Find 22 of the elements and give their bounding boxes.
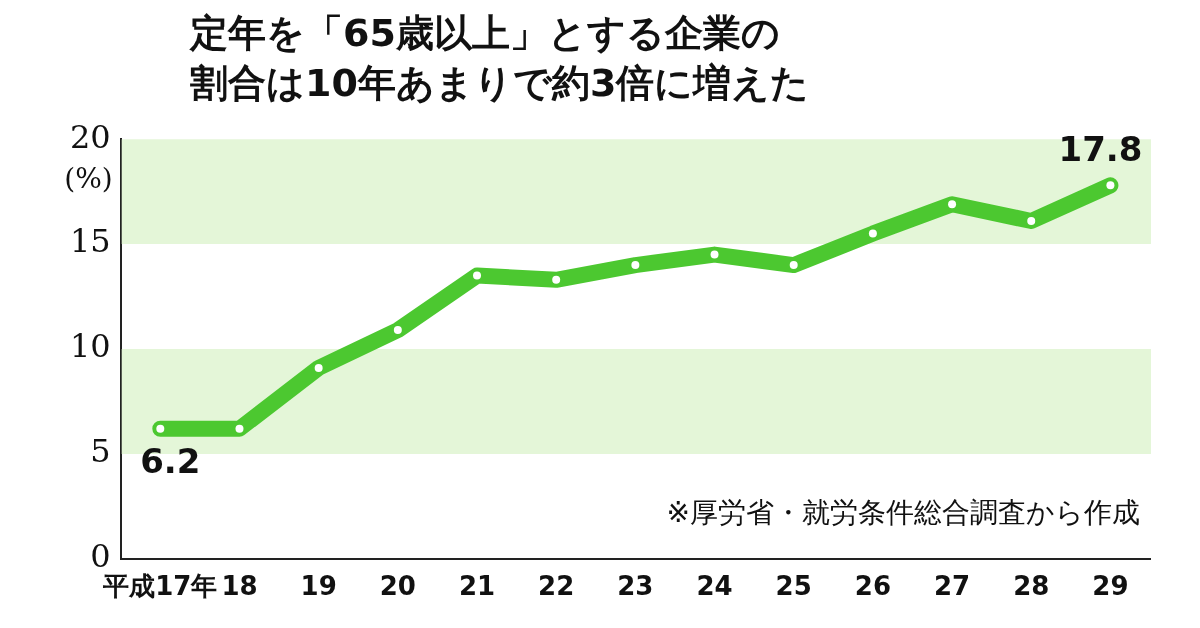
- annotation: ※厚労省・就労条件総合調査から作成: [666, 496, 1140, 530]
- x-tick-label: 28: [1013, 571, 1050, 602]
- x-tick-label: 29: [1092, 571, 1129, 602]
- x-tick-label: 24: [696, 571, 733, 602]
- x-tick-label: 平成17年: [102, 571, 218, 602]
- x-tick-label: 26: [854, 571, 891, 602]
- x-tick-label: 23: [617, 571, 654, 602]
- x-tick-label: 21: [458, 571, 496, 602]
- data-label: 17.8: [1058, 129, 1143, 170]
- x-tick-label: 18: [221, 571, 258, 602]
- y-tick-label: 15: [70, 222, 111, 261]
- y-tick-label: 5: [90, 432, 111, 471]
- x-tick-label: 27: [933, 571, 971, 602]
- y-axis-title: (%): [64, 162, 113, 196]
- x-tick-label: 20: [379, 571, 416, 602]
- data-label: 6.2: [140, 440, 201, 481]
- x-tick-label: 25: [775, 571, 812, 602]
- y-tick-label: 20: [70, 117, 111, 156]
- x-tick-label: 22: [538, 571, 575, 602]
- chart-title: 定年を「65歳以上」とする企業の割合は10年あまりで約3倍に増えた: [190, 10, 810, 107]
- y-tick-label: 10: [70, 327, 111, 366]
- x-tick-label: 19: [300, 571, 337, 602]
